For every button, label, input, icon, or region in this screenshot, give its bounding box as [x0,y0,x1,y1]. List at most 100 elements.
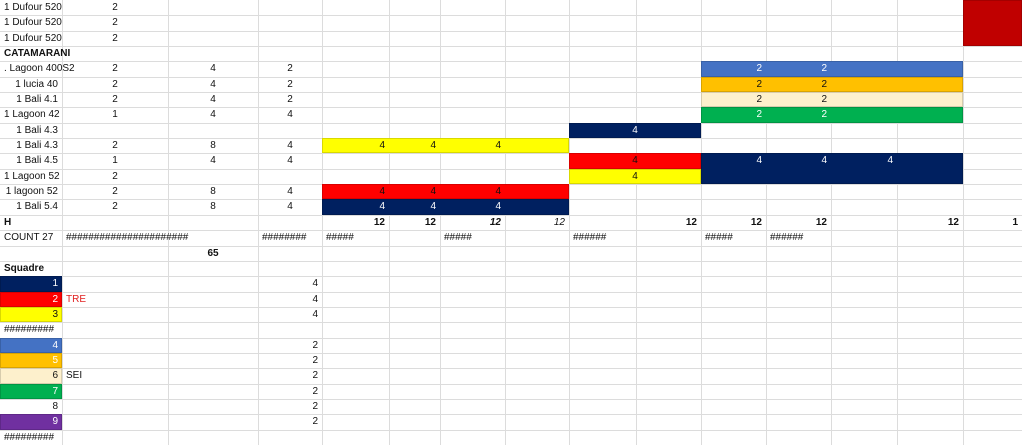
cell-text: 4 [632,124,638,136]
cell-text: CATAMARANI [4,48,71,60]
cell-text: SEI [66,370,83,382]
cell-text: 2 [112,170,118,182]
cell-fill [569,153,701,169]
cell-text: 1 Bali 4.3 [16,124,58,136]
cell-text: 9 [52,416,58,428]
cell-text: 4 [430,201,436,213]
cell-text: 1 [112,155,118,167]
cell-text: 4 [287,201,293,213]
cell-text: 4 [379,201,385,213]
cell-fill [0,276,62,292]
cell-fill [701,153,963,185]
cell-text: ##### [326,232,354,244]
cell-text: 2 [112,94,118,106]
cell-text: 2 [112,17,118,29]
cell-text: COUNT 27 [4,232,54,244]
cell-text: 7 [52,385,58,397]
cell-text: 1 Bali 5.4 [16,201,58,213]
cell-text: 4 [210,63,216,75]
cell-text: 2 [52,293,58,305]
cell-text: 4 [495,186,501,198]
cell-text: 12 [553,216,565,228]
cell-text: 65 [207,247,219,259]
cell-text: 2 [112,186,118,198]
cell-text: 1 Dufour 520 [4,2,62,13]
cell-text: 4 [430,140,436,152]
cell-text: 4 [379,186,385,198]
cell-fill [701,61,963,77]
cell-text: 4 [287,109,293,121]
cell-text: 2 [312,339,318,351]
cell-text: 1 Bali 4.1 [16,94,58,106]
cell-text: 2 [312,354,318,366]
cell-text: 4 [430,186,436,198]
cell-fill [322,138,569,154]
cell-text: 4 [210,94,216,106]
cell-text: 2 [756,109,762,121]
cell-fill [701,76,963,93]
cell-fill [0,291,62,307]
cell-text: 4 [821,155,827,167]
cell-text: 4 [495,140,501,152]
cell-text: ######### [4,431,55,443]
cell-text: ###### [770,232,804,244]
cell-fill [701,107,963,123]
cell-text: 12 [947,216,959,228]
cell-text: 4 [887,155,893,167]
cell-text: H [4,216,12,228]
cell-text: 4 [210,109,216,121]
cell-text: 2 [112,32,118,44]
cell-fill [0,368,62,384]
cell-text: 1 lucia 40 [15,78,58,90]
cell-text: 8 [210,201,216,213]
cell-text: 2 [112,140,118,152]
cell-text: 2 [287,94,293,106]
cell-text: 2 [312,370,318,382]
cell-fill [0,306,62,323]
cell-text: 2 [821,78,827,90]
cell-text: 4 [52,339,58,351]
cell-text: 12 [815,216,827,228]
cell-fill [322,199,569,215]
cell-text: 4 [379,140,385,152]
cell-text: 4 [312,308,318,320]
cell-text: . Lagoon 400S2 [4,63,75,75]
cell-text: 12 [424,216,436,228]
cell-text: 12 [489,216,501,228]
cell-text: 8 [210,140,216,152]
cell-fill [0,352,62,369]
cell-fill [0,337,62,353]
cell-text: Squadre [4,262,45,274]
cell-text: 1 Lagoon 42 [4,109,60,121]
cell-text: 1 Dufour 520 [4,17,62,29]
cell-text: 1 Lagoon 52 [4,170,60,182]
cell-text: TRE [66,293,86,305]
cell-text: 4 [495,201,501,213]
cell-text: 2 [287,63,293,75]
cell-text: 2 [287,78,293,90]
cell-fill [0,383,62,399]
cell-text: 2 [312,385,318,397]
cell-text: 2 [821,94,827,106]
cell-text: 2 [112,201,118,213]
cell-text: ######## [262,232,307,244]
cell-text: ###### [573,232,607,244]
cell-text: 4 [287,140,293,152]
cell-fill [963,0,1022,47]
cell-text: 4 [287,155,293,167]
cell-text: 4 [756,155,762,167]
cell-text: 3 [52,308,58,320]
cell-text: 12 [685,216,697,228]
cell-text: 1 lagoon 52 [5,186,58,198]
cell-text: 4 [287,186,293,198]
cell-text: 4 [312,293,318,305]
cell-text: 12 [373,216,385,228]
cell-fill [322,184,569,200]
cell-text: 8 [52,400,58,412]
cell-text: 4 [632,155,638,167]
cell-text: 8 [210,186,216,198]
cell-text: 2 [112,63,118,75]
cell-text: 1 [52,278,58,290]
